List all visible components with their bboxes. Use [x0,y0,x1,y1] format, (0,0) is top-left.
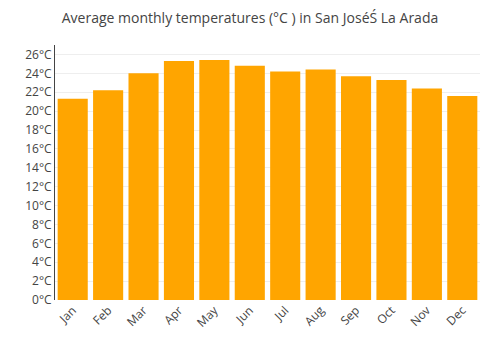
svg-text:6°C: 6°C [32,235,52,252]
svg-text:18°C: 18°C [25,121,52,138]
svg-text:Jan: Jan [55,302,80,327]
svg-text:8°C: 8°C [32,216,52,233]
svg-text:Feb: Feb [89,302,115,328]
svg-text:Sep: Sep [336,302,363,329]
svg-text:22°C: 22°C [25,83,52,100]
svg-text:16°C: 16°C [25,140,52,157]
svg-text:24°C: 24°C [25,65,52,82]
svg-text:2°C: 2°C [32,272,52,289]
svg-text:Oct: Oct [373,302,399,328]
svg-text:26°C: 26°C [25,46,52,63]
svg-text:Mar: Mar [123,302,151,330]
svg-text:4°C: 4°C [32,253,52,270]
svg-text:May: May [193,301,222,330]
svg-text:14°C: 14°C [25,159,52,176]
svg-text:12°C: 12°C [25,178,52,195]
svg-text:Nov: Nov [406,302,434,330]
svg-text:Average monthly temperatures (: Average monthly temperatures (°C ) in Sa… [62,8,438,27]
svg-text:20°C: 20°C [25,102,52,119]
svg-text:Dec: Dec [442,302,469,329]
svg-text:0°C: 0°C [32,291,52,308]
svg-text:Aug: Aug [300,302,328,330]
svg-text:10°C: 10°C [25,197,52,214]
svg-text:Apr: Apr [160,302,186,328]
svg-text:Jul: Jul [270,302,292,324]
svg-text:Jun: Jun [231,302,256,327]
